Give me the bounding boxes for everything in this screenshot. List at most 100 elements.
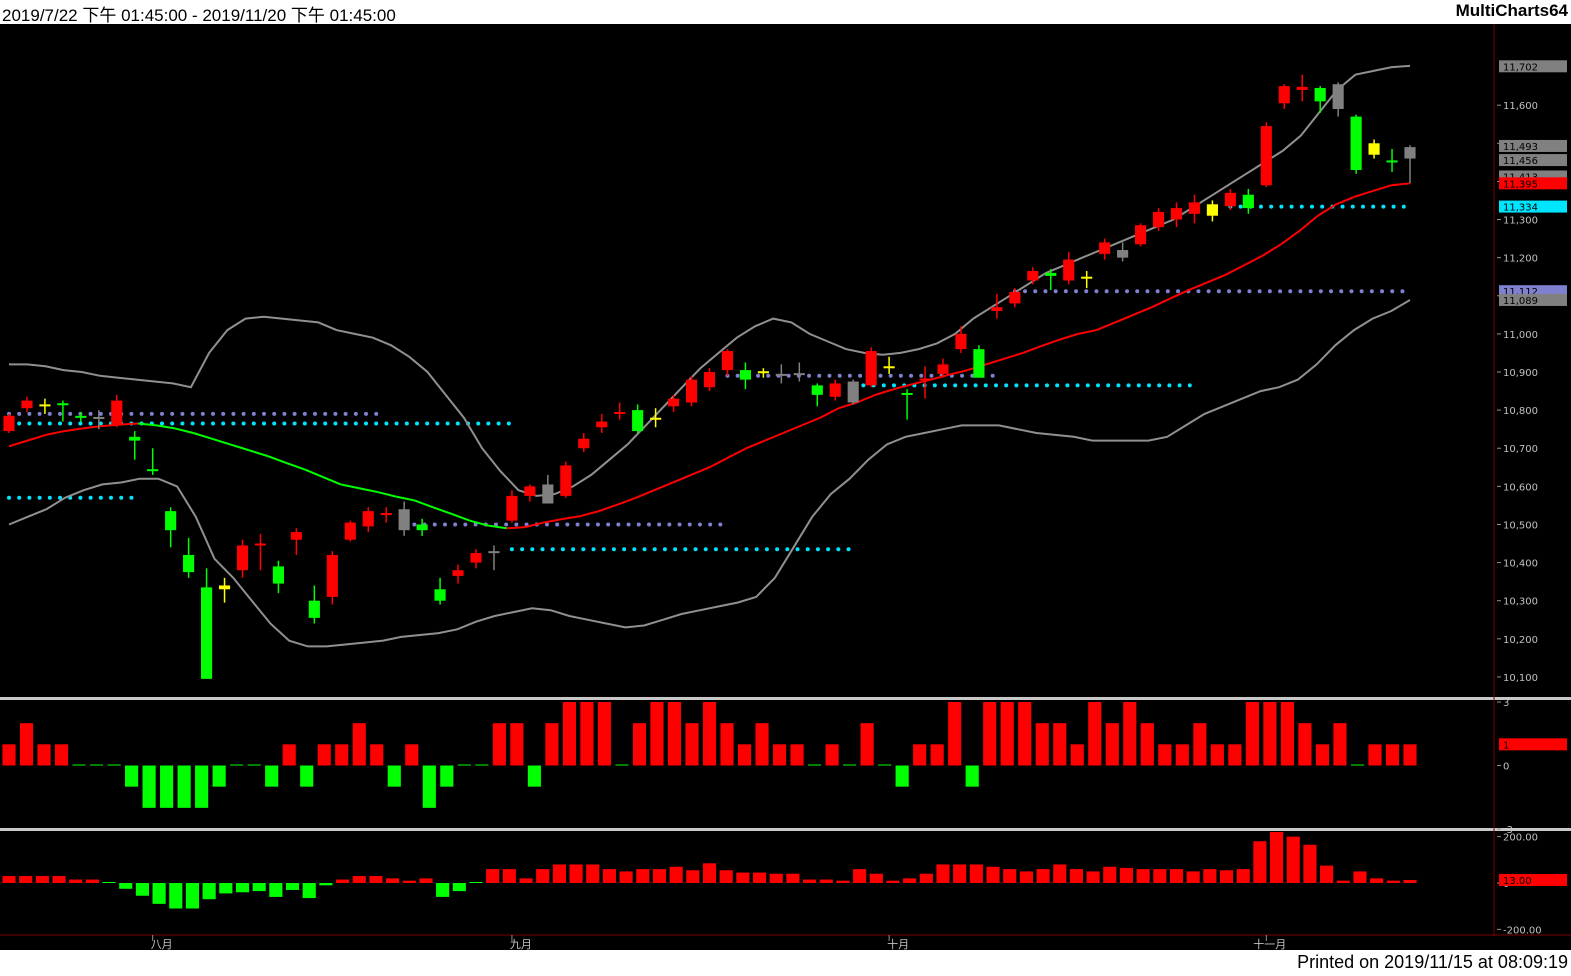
support-dot xyxy=(415,421,419,426)
support-dot xyxy=(1126,383,1131,388)
indicator-2-bar xyxy=(1136,869,1150,883)
indicator-1-bar xyxy=(2,744,16,766)
indicator-1-bar xyxy=(580,702,594,766)
price-tick-label: 10,600 xyxy=(1503,482,1538,493)
support-dot xyxy=(88,421,93,426)
support-dot xyxy=(68,421,73,426)
indicator-1-bar xyxy=(1035,723,1049,766)
indicator-2-bar xyxy=(803,879,817,883)
resistance-dot xyxy=(657,522,662,527)
resistance-dot xyxy=(17,411,22,416)
indicator-1-bar xyxy=(948,702,962,766)
support-dot xyxy=(891,383,896,388)
support-dot xyxy=(1085,383,1090,388)
support-dot xyxy=(1371,204,1376,209)
indicator-2-bar xyxy=(1019,871,1033,883)
indicator-2-bar xyxy=(135,883,149,896)
indicator-1-bar xyxy=(808,764,822,766)
price-tick-label: 10,700 xyxy=(1503,444,1538,455)
resistance-dot xyxy=(646,522,651,527)
footer: Printed on 2019/11/15 at 08:09:19 xyxy=(0,950,1571,976)
resistance-dot xyxy=(735,373,740,378)
resistance-dot xyxy=(292,411,297,416)
indicator-1-tick-label: -3 xyxy=(1503,825,1513,836)
indicator-1-bar xyxy=(878,764,892,766)
candle-body xyxy=(524,486,536,496)
indicator-2-bar xyxy=(302,883,316,899)
resistance-dot xyxy=(667,522,672,527)
resistance-dot xyxy=(1380,289,1385,294)
price-tag-box xyxy=(1499,293,1567,306)
support-dot xyxy=(231,421,236,426)
indicator-2-bar xyxy=(1153,869,1167,883)
indicator-2-bar xyxy=(1353,871,1367,883)
candle-body xyxy=(1009,291,1021,304)
indicator-1-bar xyxy=(1298,723,1312,766)
support-dot xyxy=(693,547,698,552)
indicator-2-bar xyxy=(169,883,183,909)
candle-body xyxy=(165,511,177,531)
indicator-1-bar xyxy=(335,744,349,766)
support-dot xyxy=(509,547,514,552)
support-dot xyxy=(973,383,978,388)
moving-average-segment xyxy=(469,519,489,527)
support-dot xyxy=(241,421,246,426)
candle-body xyxy=(1242,194,1254,209)
indicator-1-bar xyxy=(667,702,682,766)
candle-body xyxy=(757,371,769,374)
indicator-2-bar xyxy=(752,872,767,883)
candle-body xyxy=(1188,202,1201,214)
month-label: 八月 xyxy=(151,938,173,950)
resistance-dot xyxy=(1390,289,1395,294)
price-tick-label: 10,800 xyxy=(1503,406,1538,417)
support-dot xyxy=(1034,383,1039,388)
moving-average-segment xyxy=(543,518,563,524)
support-dot xyxy=(58,421,62,426)
chart-canvas[interactable]: 11,60011,50011,40011,30011,20011,10011,0… xyxy=(0,24,1571,951)
candle-body xyxy=(111,400,123,426)
panel-separator xyxy=(0,697,1571,700)
resistance-dot xyxy=(343,411,348,416)
indicator-2-bar xyxy=(886,880,900,883)
indicator-1-bar xyxy=(1123,702,1137,766)
indicator-2-bar xyxy=(202,883,216,900)
candle-body xyxy=(1224,192,1236,207)
indicator-1-bar xyxy=(527,765,541,787)
indicator-1-tick-label: 3 xyxy=(1503,698,1509,709)
candle-body xyxy=(883,366,895,369)
resistance-dot xyxy=(333,411,338,416)
moving-average-segment xyxy=(137,422,157,427)
moving-average-segment xyxy=(1169,289,1190,300)
support-dot xyxy=(785,547,790,552)
indicator-2-bar xyxy=(652,869,667,883)
indicator-1-bar xyxy=(247,764,261,766)
resistance-dot xyxy=(1053,289,1058,294)
chart-area[interactable]: 11,60011,50011,40011,30011,20011,10011,0… xyxy=(0,24,1571,951)
indicator-2-bar xyxy=(1286,836,1300,883)
moving-average-segment xyxy=(727,447,747,459)
resistance-dot xyxy=(786,373,791,378)
resistance-dot xyxy=(231,411,236,416)
indicator-1-bar xyxy=(702,702,717,766)
candle-body xyxy=(1027,270,1039,281)
candle-body xyxy=(721,351,734,371)
resistance-dot xyxy=(37,411,42,416)
candle-body xyxy=(775,373,787,376)
candle-body xyxy=(1117,250,1129,258)
resistance-dot xyxy=(1104,289,1109,294)
resistance-dot xyxy=(170,411,175,416)
moving-average-segment xyxy=(745,439,766,450)
support-dot xyxy=(394,421,399,426)
indicator-1-bar xyxy=(825,744,839,766)
resistance-dot xyxy=(493,522,498,527)
candle-body xyxy=(578,438,590,449)
support-dot xyxy=(622,547,627,552)
resistance-dot xyxy=(524,522,529,527)
indicator-1-bar xyxy=(1158,744,1172,766)
indicator-2-bar xyxy=(669,866,683,883)
candle-body xyxy=(21,400,33,409)
indicator-1-bar xyxy=(597,702,611,766)
moving-average-segment xyxy=(359,487,378,494)
resistance-dot xyxy=(241,411,246,416)
indicator-2-bar xyxy=(1186,871,1200,883)
